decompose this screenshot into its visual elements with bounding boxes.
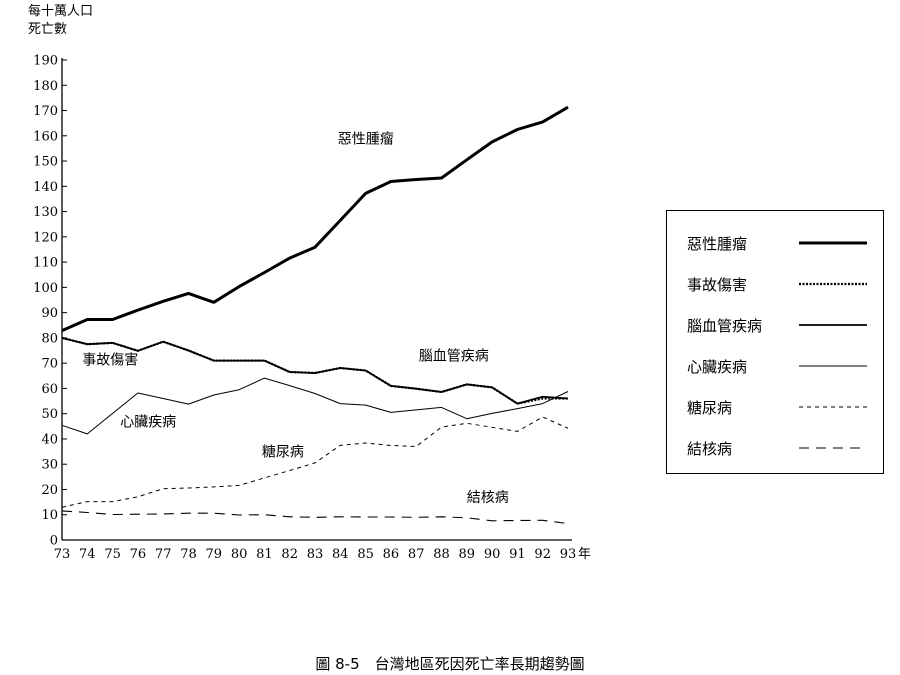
legend-item-tuberculosis: 結核病 [687, 436, 877, 460]
y-tick-label: 140 [33, 180, 58, 195]
series-annotation: 糖尿病 [262, 445, 304, 461]
x-tick-label: 79 [206, 547, 223, 562]
legend-label: 結核病 [687, 440, 733, 458]
y-tick-label: 20 [41, 483, 58, 498]
x-tick-label: 76 [130, 547, 147, 562]
series-annotation: 心臟疾病 [120, 414, 176, 430]
y-tick-label: 170 [33, 104, 58, 119]
figure-caption: 圖 8-5 台灣地區死因死亡率長期趨勢圖 [315, 655, 585, 673]
legend-swatch-thick-solid [799, 241, 867, 245]
y-tick-label: 30 [41, 458, 58, 473]
legend-swatch-thin-solid [799, 365, 867, 367]
line-chart: 0 10 20 30 40 50 60 70 80 90 100 110 120 130 140 150 160… [33, 54, 591, 563]
chart-legend: 惡性腫瘤 事故傷害 腦血管疾病 心臟疾病 糖尿病 結核病 [666, 210, 884, 474]
legend-item-heart-disease: 心臟疾病 [687, 354, 877, 378]
y-tick-label: 160 [33, 129, 58, 144]
series-annotation: 事故傷害 [82, 352, 138, 368]
x-tick-label: 78 [180, 547, 197, 562]
x-tick-label: 74 [79, 547, 96, 562]
series-line-thin-solid [61, 377, 569, 435]
legend-label: 事故傷害 [687, 276, 748, 294]
legend-label: 腦血管疾病 [687, 317, 763, 335]
x-tick-label: 88 [433, 547, 450, 562]
series-annotation: 結核病 [467, 490, 509, 506]
y-tick-label: 110 [33, 256, 58, 271]
legend-label: 心臟疾病 [687, 358, 748, 376]
x-tick-label: 89 [459, 547, 476, 562]
x-tick-label: 77 [155, 547, 172, 562]
x-tick-label: 90 [484, 547, 501, 562]
legend-swatch-dotted [799, 282, 867, 286]
legend-label: 惡性腫瘤 [687, 235, 748, 253]
y-tick-label: 80 [41, 331, 58, 346]
series-line-thick-solid [61, 105, 569, 332]
x-tick-label: 87 [408, 547, 425, 562]
x-tick-label: 81 [256, 547, 273, 562]
series-line-solid [61, 337, 569, 405]
y-tick-label: 60 [41, 382, 58, 397]
series-annotation: 惡性腫瘤 [338, 130, 394, 147]
y-tick-label: 190 [33, 54, 58, 69]
y-tick-label: 0 [50, 534, 58, 549]
y-tick-label: 50 [41, 407, 58, 422]
series-line-short-dash [61, 416, 569, 508]
x-tick-label: 75 [104, 547, 121, 562]
legend-swatch-short-dash [799, 406, 867, 408]
y-tick-label: 130 [33, 205, 58, 220]
series-annotation: 腦血管疾病 [419, 349, 489, 365]
x-tick-label: 86 [383, 547, 400, 562]
x-axis-unit-label: 年 [578, 547, 591, 562]
legend-label: 糖尿病 [687, 399, 733, 417]
legend-item-malignant-tumor: 惡性腫瘤 [687, 231, 877, 255]
y-tick-label: 120 [33, 230, 58, 245]
x-tick-label: 93 [560, 547, 577, 562]
y-tick-label: 180 [33, 79, 58, 94]
y-tick-label: 90 [41, 306, 58, 321]
x-tick-label: 92 [534, 547, 551, 562]
x-tick-label: 73 [54, 547, 71, 562]
x-tick-label: 85 [357, 547, 374, 562]
y-tick-label: 100 [33, 281, 58, 296]
legend-swatch-long-dash [799, 447, 867, 449]
legend-swatch-solid [799, 324, 867, 326]
y-tick-label: 70 [41, 357, 58, 372]
y-tick-label: 10 [41, 508, 58, 523]
y-axis-title-line1: 每十萬人口 [28, 4, 94, 19]
x-tick-label: 83 [307, 547, 324, 562]
legend-item-cerebrovascular: 腦血管疾病 [687, 313, 877, 337]
y-tick-label: 40 [41, 432, 58, 447]
y-tick-label: 150 [33, 155, 58, 170]
y-axis-title-line2: 死亡數 [28, 22, 68, 37]
legend-item-diabetes: 糖尿病 [687, 395, 877, 419]
x-tick-label: 84 [332, 547, 349, 562]
x-tick-label: 80 [231, 547, 248, 562]
series-line-long-dash [61, 510, 569, 525]
x-tick-label: 82 [281, 547, 298, 562]
x-tick-label: 91 [509, 547, 526, 562]
legend-item-accident-injury: 事故傷害 [687, 272, 877, 296]
